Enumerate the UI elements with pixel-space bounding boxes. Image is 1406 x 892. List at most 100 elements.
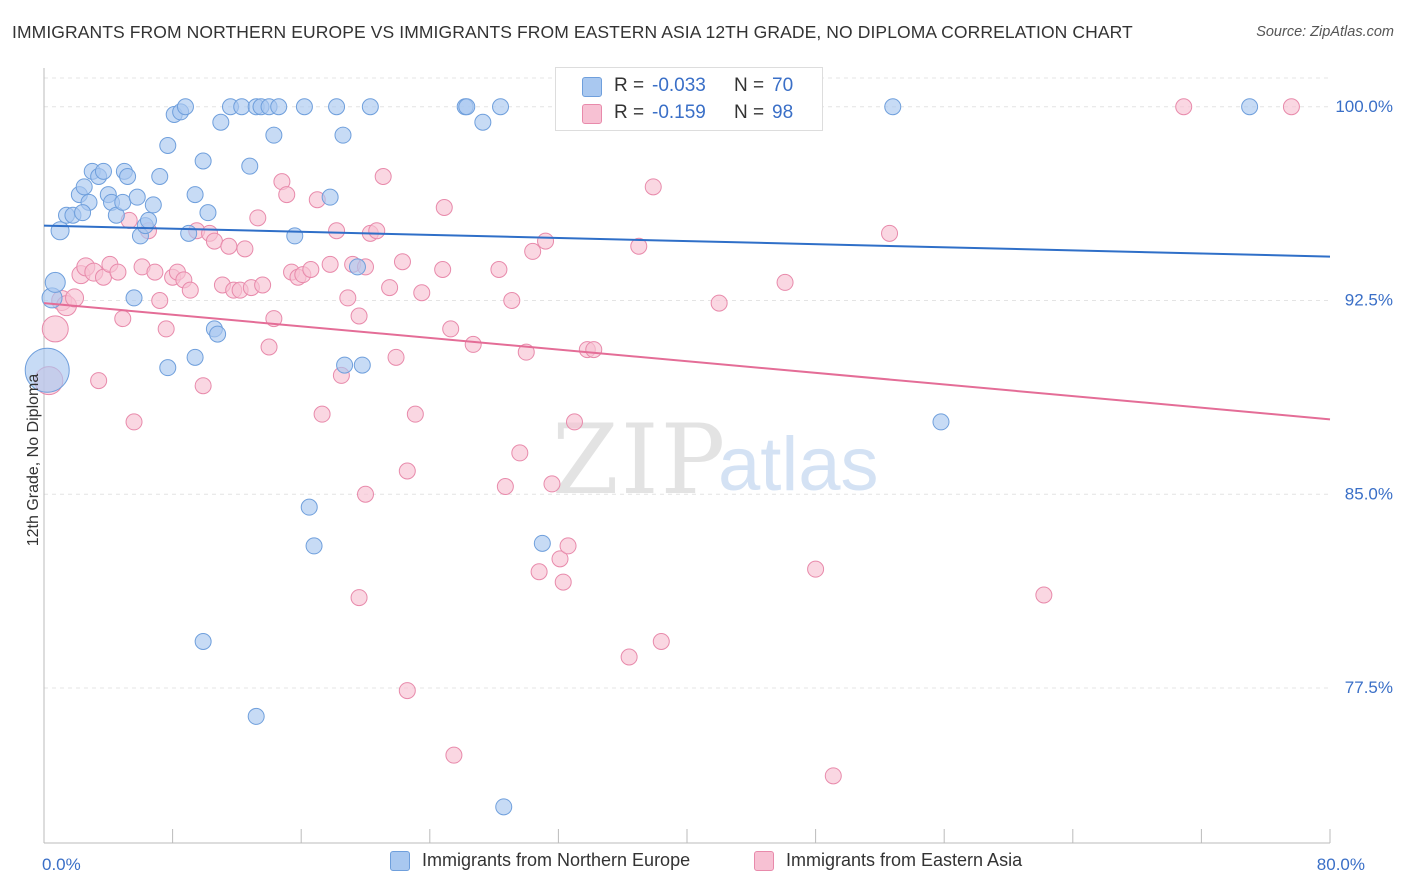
point-eastern-asia: [464, 335, 482, 353]
y-axis-label: 12th Grade, No Diploma: [25, 374, 42, 547]
point-northern-europe: [151, 168, 169, 185]
point-northern-europe: [270, 98, 288, 116]
point-eastern-asia: [328, 222, 346, 240]
point-eastern-asia: [807, 560, 825, 578]
point-northern-europe: [474, 113, 492, 131]
point-eastern-asia: [543, 475, 561, 493]
point-eastern-asia: [381, 279, 399, 297]
point-eastern-asia: [236, 240, 254, 258]
trend-lines: [43, 224, 1331, 421]
point-eastern-asia: [41, 315, 69, 343]
point-northern-europe: [265, 126, 283, 144]
point-eastern-asia: [350, 307, 368, 325]
point-northern-europe: [144, 196, 162, 214]
point-eastern-asia: [551, 550, 569, 568]
point-eastern-asia: [157, 320, 175, 338]
point-eastern-asia: [620, 648, 638, 666]
point-eastern-asia: [151, 292, 169, 309]
point-eastern-asia: [1175, 98, 1193, 116]
point-eastern-asia: [496, 478, 514, 495]
stats-swatch-blue: [582, 77, 602, 97]
point-northern-europe: [194, 633, 212, 650]
point-northern-europe: [180, 224, 198, 242]
legend-item-eastern-asia[interactable]: Immigrants from Eastern Asia: [754, 850, 1022, 871]
gridlines: [44, 77, 1330, 689]
point-eastern-asia: [445, 746, 463, 764]
point-eastern-asia: [350, 589, 368, 607]
legend: Immigrants from Northern Europe Immigran…: [0, 850, 1406, 880]
point-eastern-asia: [146, 263, 164, 281]
stats-r-label: R =: [614, 102, 645, 123]
point-northern-europe: [300, 498, 318, 516]
point-northern-europe: [75, 178, 93, 196]
point-eastern-asia: [511, 444, 529, 462]
legend-swatch-pink: [754, 850, 774, 871]
point-eastern-asia: [434, 261, 452, 278]
legend-swatch-blue: [390, 850, 410, 871]
point-eastern-asia: [1035, 586, 1053, 604]
point-eastern-asia: [90, 372, 108, 390]
point-eastern-asia: [125, 413, 143, 431]
point-eastern-asia: [254, 276, 272, 294]
x-tick-label: 80.0%: [1317, 855, 1365, 874]
point-eastern-asia: [302, 261, 320, 278]
point-northern-europe: [199, 204, 217, 222]
point-northern-europe: [114, 193, 132, 211]
stats-row-northern-europe: R = -0.033 N = 70: [556, 74, 822, 100]
point-northern-europe: [492, 98, 510, 116]
point-eastern-asia: [205, 232, 223, 250]
point-eastern-asia: [398, 462, 416, 480]
chart-title: IMMIGRANTS FROM NORTHERN EUROPE VS IMMIG…: [12, 22, 1133, 42]
series-northern-europe: [24, 98, 1259, 816]
point-eastern-asia: [181, 281, 199, 299]
point-northern-europe: [305, 537, 323, 555]
y-tick-label: 77.5%: [1345, 678, 1393, 697]
point-eastern-asia: [260, 338, 278, 356]
point-eastern-asia: [278, 186, 296, 204]
point-eastern-asia: [220, 237, 238, 255]
point-northern-europe: [94, 162, 112, 180]
x-tick-label: 0.0%: [42, 855, 81, 874]
point-eastern-asia: [503, 292, 521, 309]
y-tick-label: 100.0%: [1335, 97, 1393, 116]
point-eastern-asia: [776, 273, 794, 291]
legend-item-northern-europe[interactable]: Immigrants from Northern Europe: [390, 850, 690, 871]
y-tick-label: 85.0%: [1345, 484, 1393, 503]
point-eastern-asia: [313, 405, 331, 423]
stats-box: R = -0.033 N = 70 R = -0.159 N = 98: [555, 67, 823, 131]
point-eastern-asia: [824, 767, 842, 785]
point-northern-europe: [458, 98, 476, 116]
point-northern-europe: [119, 168, 137, 185]
stats-n-label: N =: [734, 75, 765, 96]
point-northern-europe: [128, 188, 146, 206]
point-northern-europe: [159, 137, 177, 154]
point-northern-europe: [361, 98, 379, 116]
axes: [43, 68, 1331, 844]
point-northern-europe: [44, 271, 66, 293]
point-northern-europe: [336, 356, 354, 374]
point-northern-europe: [353, 356, 371, 374]
stats-n-value: 70: [772, 75, 794, 96]
point-northern-europe: [348, 258, 366, 276]
point-eastern-asia: [517, 343, 535, 361]
point-eastern-asia: [644, 178, 662, 196]
stats-row-eastern-asia: R = -0.159 N = 98: [556, 101, 822, 127]
point-northern-europe: [495, 798, 513, 816]
point-eastern-asia: [565, 413, 583, 431]
point-eastern-asia: [881, 224, 899, 242]
point-northern-europe: [295, 98, 313, 116]
point-northern-europe: [212, 113, 230, 131]
point-northern-europe: [139, 211, 157, 229]
point-eastern-asia: [435, 199, 453, 216]
point-eastern-asia: [652, 633, 670, 650]
point-eastern-asia: [368, 222, 386, 240]
legend-label-eastern-asia: Immigrants from Eastern Asia: [786, 850, 1023, 870]
source-credit: Source: ZipAtlas.com: [1256, 24, 1394, 40]
point-northern-europe: [159, 359, 177, 377]
point-eastern-asia: [559, 537, 577, 555]
point-eastern-asia: [554, 573, 572, 591]
point-eastern-asia: [490, 261, 508, 278]
stats-n-value: 98: [772, 102, 794, 123]
point-eastern-asia: [537, 232, 555, 250]
point-eastern-asia: [524, 242, 542, 260]
